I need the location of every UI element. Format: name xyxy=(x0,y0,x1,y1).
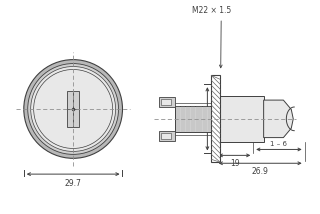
Text: 26.9: 26.9 xyxy=(252,167,268,176)
Bar xyxy=(67,91,79,127)
Polygon shape xyxy=(264,100,293,138)
Bar xyxy=(161,133,171,139)
Text: 1 – 6: 1 – 6 xyxy=(270,141,287,147)
Circle shape xyxy=(34,70,113,149)
Text: Ø 29.5: Ø 29.5 xyxy=(196,107,203,130)
Text: 29.7: 29.7 xyxy=(65,179,82,188)
Circle shape xyxy=(28,64,118,154)
Bar xyxy=(211,75,220,162)
Text: 19: 19 xyxy=(230,159,239,168)
Bar xyxy=(159,97,175,107)
Bar xyxy=(220,96,264,141)
Bar xyxy=(159,131,175,141)
Circle shape xyxy=(31,67,116,152)
Circle shape xyxy=(24,60,123,158)
Bar xyxy=(175,106,211,132)
Bar xyxy=(161,99,171,105)
Text: M22 × 1.5: M22 × 1.5 xyxy=(192,6,231,15)
